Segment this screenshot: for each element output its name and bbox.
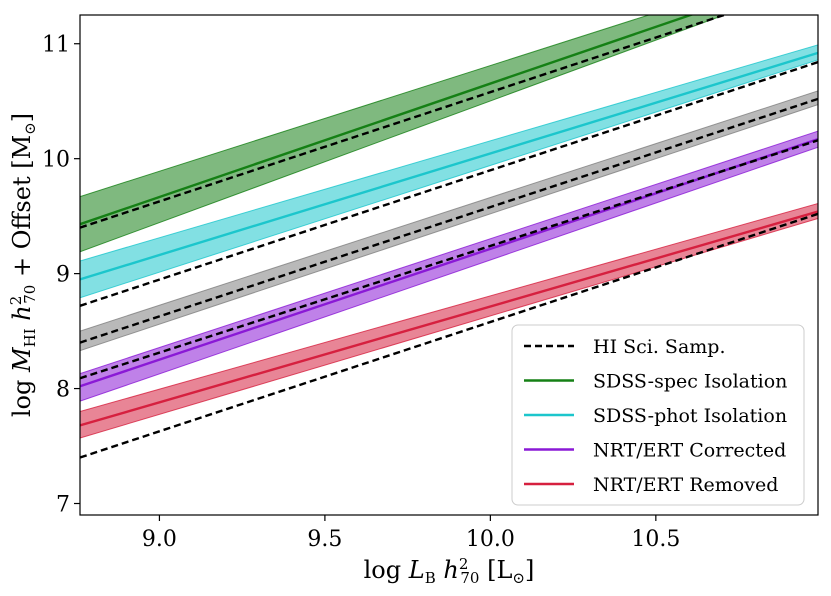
legend-entry-nrt-ert-corrected: NRT/ERT Corrected: [524, 440, 786, 462]
reference-line-2: [80, 60, 818, 307]
y-axis-label: log MHI h270 + Offset [M⊙]: [7, 113, 39, 417]
fit-line-sdss-spec-isolation: [80, 15, 695, 226]
x-tick-label: 10.0: [466, 527, 515, 552]
reference-line-3: [80, 97, 818, 344]
x-tick-label: 10.5: [631, 527, 680, 552]
y-tick-label: 10: [42, 148, 70, 173]
legend-box: [511, 324, 805, 506]
legend: HI Sci. Samp. SDSS-spec Isolation SDSS-pho…: [511, 324, 805, 506]
reference-line-1: [80, 15, 728, 229]
band-nrt-ert-removed: [80, 202, 818, 439]
y-tick-label: 8: [56, 378, 70, 403]
legend-entry-nrt-ert-removed: NRT/ERT Removed: [524, 474, 778, 496]
legend-label: NRT/ERT Corrected: [593, 440, 786, 462]
band-nrt-ert-corrected: [80, 130, 818, 402]
legend-label: SDSS-spec Isolation: [593, 371, 787, 393]
reference-line-4: [80, 139, 818, 380]
y-tick-label: 9: [56, 263, 70, 288]
x-axis-label: log LB h2 70 [L⊙]: [364, 555, 535, 587]
legend-label: HI Sci. Samp.: [593, 336, 726, 358]
x-tick-label: 9.5: [307, 527, 342, 552]
legend-entry-sdss-spec-isolation: SDSS-spec Isolation: [524, 371, 787, 393]
y-tick-label: 7: [56, 493, 70, 518]
reference-line-5: [80, 212, 818, 459]
legend-label: SDSS-phot Isolation: [593, 405, 787, 427]
legend-entry-hi-sci-samp: HI Sci. Samp.: [524, 336, 726, 358]
band-sdss-phot-isolation: [80, 44, 818, 299]
fit-line-nrt-ert-removed: [80, 210, 818, 427]
x-tick-label: 9.0: [142, 527, 177, 552]
y-tick-label: 11: [42, 33, 70, 58]
fit-line-nrt-ert-corrected: [80, 138, 818, 388]
legend-entry-sdss-phot-isolation: SDSS-phot Isolation: [524, 405, 787, 427]
plot-area-frame: [79, 14, 819, 516]
band-sdss-spec-isolation: [80, 15, 726, 253]
legend-label: NRT/ERT Removed: [593, 474, 778, 496]
fit-line-sdss-phot-isolation: [80, 51, 818, 281]
